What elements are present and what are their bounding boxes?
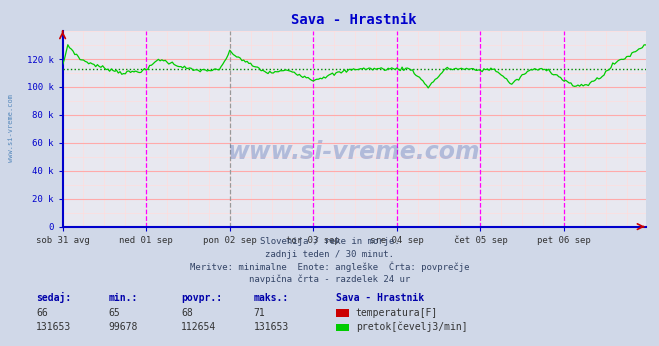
Text: www.si-vreme.com: www.si-vreme.com (8, 94, 14, 162)
Text: 131653: 131653 (254, 322, 289, 333)
Text: zadnji teden / 30 minut.: zadnji teden / 30 minut. (265, 250, 394, 259)
Text: 71: 71 (254, 308, 266, 318)
Text: www.si-vreme.com: www.si-vreme.com (228, 140, 480, 164)
Text: 131653: 131653 (36, 322, 71, 333)
Text: 112654: 112654 (181, 322, 216, 333)
Text: 66: 66 (36, 308, 48, 318)
Text: temperatura[F]: temperatura[F] (356, 308, 438, 318)
Title: Sava - Hrastnik: Sava - Hrastnik (291, 13, 417, 27)
Text: Meritve: minimalne  Enote: angleške  Črta: povprečje: Meritve: minimalne Enote: angleške Črta:… (190, 261, 469, 272)
Text: navpična črta - razdelek 24 ur: navpična črta - razdelek 24 ur (249, 275, 410, 284)
Text: min.:: min.: (109, 293, 138, 303)
Text: sedaj:: sedaj: (36, 292, 71, 303)
Text: povpr.:: povpr.: (181, 293, 222, 303)
Text: 68: 68 (181, 308, 193, 318)
Text: 65: 65 (109, 308, 121, 318)
Text: maks.:: maks.: (254, 293, 289, 303)
Text: Sava - Hrastnik: Sava - Hrastnik (336, 293, 424, 303)
Text: pretok[čevelj3/min]: pretok[čevelj3/min] (356, 322, 467, 333)
Text: Slovenija / reke in morje.: Slovenija / reke in morje. (260, 237, 399, 246)
Text: 99678: 99678 (109, 322, 138, 333)
